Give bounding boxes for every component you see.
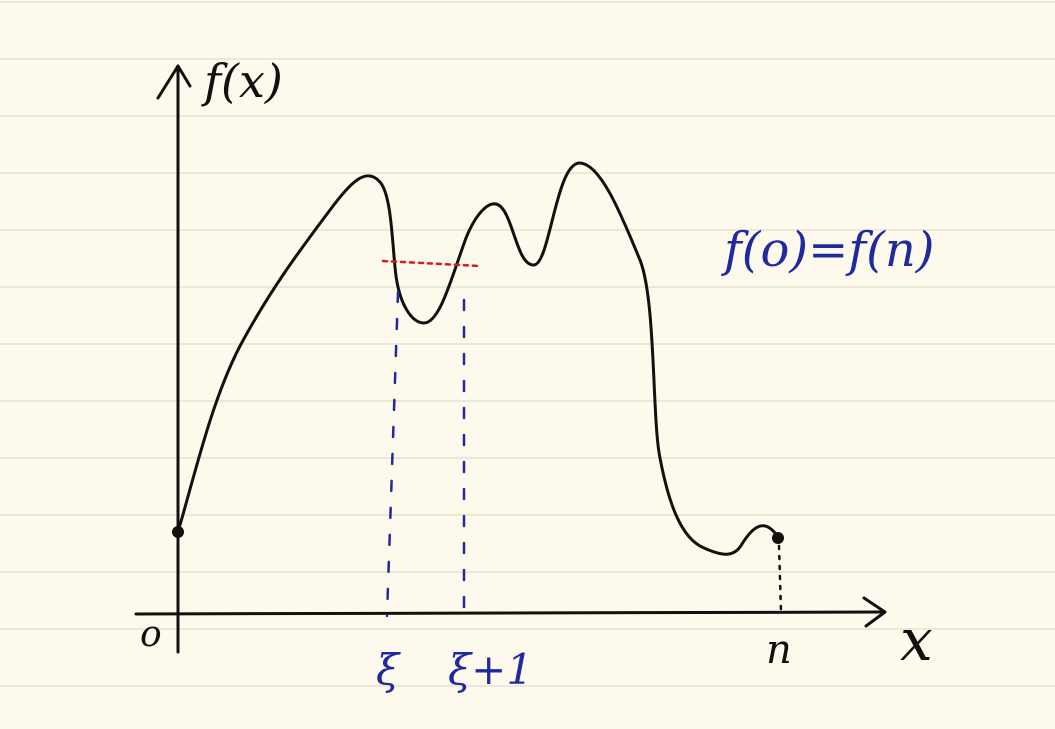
x-axis-arrow: [862, 596, 887, 628]
axes: [134, 64, 887, 654]
equal-endpoints-annotation: f(o)=f(n): [721, 222, 934, 278]
x-axis: [134, 610, 884, 616]
xi-label: ξ: [376, 645, 401, 694]
point-f-of-n: [772, 532, 784, 544]
xi-plus-one-label: ξ+1: [448, 645, 533, 694]
n-drop-line: [777, 544, 783, 614]
ruled-lines: [0, 1, 1055, 687]
point-f-of-o: [172, 526, 184, 538]
y-axis-label: f(x): [201, 54, 283, 108]
x-axis-label: x: [900, 606, 933, 674]
equal-height-chord: [381, 259, 482, 268]
n-label: n: [766, 627, 792, 673]
y-axis-arrow: [156, 64, 192, 100]
xi-vertical-line: [385, 290, 400, 618]
function-curve: [176, 161, 780, 556]
origin-label: o: [140, 614, 162, 655]
